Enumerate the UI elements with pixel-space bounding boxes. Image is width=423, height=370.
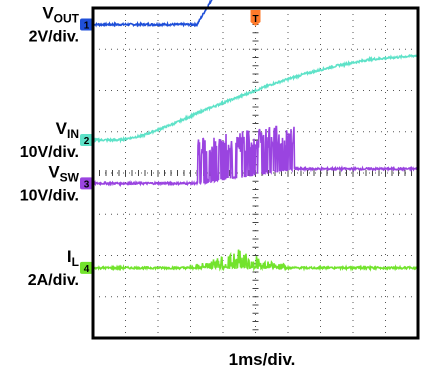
channel-name-ch4: IL [67, 247, 79, 269]
ground-marker-ch1[interactable] [80, 18, 93, 31]
trigger-marker-label: T [252, 14, 258, 25]
channel-name-ch2: VIN [56, 119, 79, 141]
trace-ch4 [92, 249, 419, 272]
channel-name-ch3: VSW [48, 162, 79, 184]
channel-name-ch1: VOUT [42, 4, 79, 26]
ground-marker-ch3[interactable] [80, 177, 93, 190]
channel-scale-ch4: 2A/div. [28, 272, 79, 289]
channel-scale-ch1: 2V/div. [29, 29, 79, 46]
x-axis-label: 1ms/div. [229, 350, 296, 369]
ground-marker-number: 2 [84, 136, 90, 147]
trace-ch1 [92, 0, 213, 28]
ground-marker-number: 3 [84, 179, 90, 190]
ground-marker-ch2[interactable] [80, 134, 93, 146]
traces [92, 0, 419, 272]
channel-labels: 1VOUT2V/div.2VIN10V/div.3VSW10V/div.4IL2… [20, 4, 261, 289]
channel-scale-ch2: 10V/div. [20, 144, 79, 161]
ground-marker-number: 1 [84, 21, 90, 32]
plot-border [91, 6, 420, 340]
trace-ch3 [92, 125, 419, 188]
ground-marker-number: 4 [84, 264, 90, 275]
channel-scale-ch3: 10V/div. [20, 187, 79, 204]
trace-ch2 [92, 53, 419, 144]
trigger-marker-icon[interactable] [250, 10, 261, 26]
ground-marker-ch4[interactable] [80, 261, 93, 274]
